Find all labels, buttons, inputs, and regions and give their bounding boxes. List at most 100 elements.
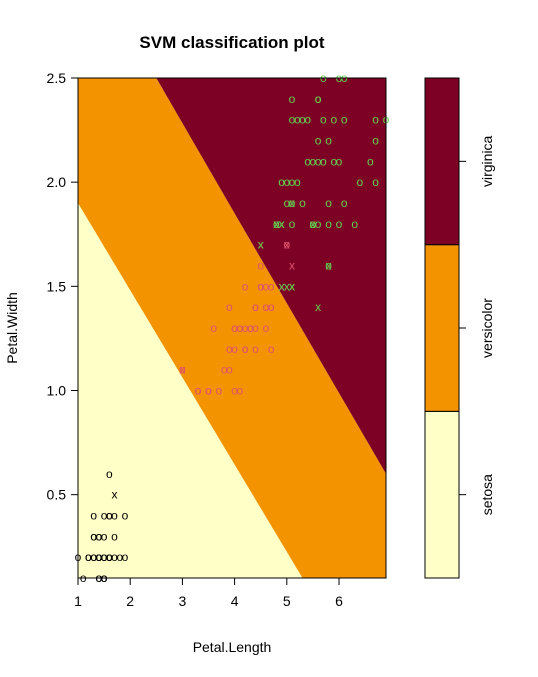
versicolor-point: o — [252, 300, 259, 314]
virginica-point: o — [304, 113, 311, 127]
virginica-support-vector: x — [273, 217, 279, 231]
versicolor-support-vector: x — [273, 217, 279, 231]
virginica-point: o — [273, 217, 280, 231]
versicolor-point: o — [268, 300, 275, 314]
setosa-point: o — [106, 550, 113, 564]
virginica-support-vector: x — [289, 279, 295, 293]
versicolor-point: o — [226, 363, 233, 377]
versicolor-support-vector: x — [284, 238, 290, 252]
virginica-point: o — [336, 217, 343, 231]
virginica-point: o — [278, 175, 285, 189]
virginica-point: o — [283, 196, 290, 210]
virginica-point: o — [320, 154, 327, 168]
setosa-point: o — [101, 550, 108, 564]
setosa-point: o — [90, 509, 97, 523]
setosa-point: o — [90, 529, 97, 543]
versicolor-point: o — [236, 321, 243, 335]
versicolor-point: o — [268, 279, 275, 293]
decision-regions — [78, 78, 386, 578]
virginica-point: o — [372, 113, 379, 127]
color-key-label-virginica: virginica — [479, 135, 495, 187]
versicolor-point: o — [242, 279, 249, 293]
versicolor-point: o — [195, 384, 202, 398]
setosa-point: o — [116, 550, 123, 564]
virginica-point: o — [315, 92, 322, 106]
setosa-point: o — [106, 550, 113, 564]
virginica-point: o — [289, 113, 296, 127]
virginica-point: o — [289, 217, 296, 231]
versicolor-point: o — [226, 342, 233, 356]
y-axis-label: Petal.Width — [4, 292, 20, 364]
versicolor-point: o — [210, 321, 217, 335]
setosa-point: o — [101, 509, 108, 523]
versicolor-point: o — [257, 279, 264, 293]
setosa-point: o — [96, 550, 103, 564]
virginica-support-vector: x — [289, 279, 295, 293]
y-tick-label: 1.5 — [47, 278, 67, 294]
virginica-point: o — [294, 175, 301, 189]
x-tick-label: 3 — [179, 593, 187, 609]
virginica-point: o — [372, 134, 379, 148]
setosa-point: o — [85, 550, 92, 564]
virginica-point: o — [330, 154, 337, 168]
y-tick-label: 2.5 — [47, 70, 67, 86]
setosa-point: o — [122, 550, 129, 564]
versicolor-point: o — [247, 321, 254, 335]
virginica-point: o — [315, 217, 322, 231]
versicolor-point: o — [263, 300, 270, 314]
setosa-point: o — [122, 509, 129, 523]
virginica-point: o — [341, 196, 348, 210]
virginica-point: o — [289, 175, 296, 189]
virginica-point: o — [299, 196, 306, 210]
versicolor-point: o — [205, 384, 212, 398]
setosa-point: o — [85, 550, 92, 564]
chart-title: SVM classification plot — [139, 33, 324, 52]
color-key-label-versicolor: versicolor — [479, 298, 495, 358]
x-tick-label: 4 — [231, 593, 239, 609]
virginica-point: o — [320, 113, 327, 127]
virginica-point: o — [283, 175, 290, 189]
x-tick-label: 1 — [74, 593, 82, 609]
virginica-point: o — [304, 154, 311, 168]
setosa-point: o — [96, 529, 103, 543]
y-tick-label: 0.5 — [47, 487, 67, 503]
virginica-support-vector: x — [289, 196, 295, 210]
setosa-point: o — [111, 550, 118, 564]
setosa-point: o — [106, 509, 113, 523]
x-tick-label: 6 — [335, 593, 343, 609]
versicolor-point: o — [268, 342, 275, 356]
virginica-point: o — [294, 113, 301, 127]
versicolor-point: o — [231, 321, 238, 335]
versicolor-point: o — [263, 300, 270, 314]
color-key-label-setosa: setosa — [479, 474, 495, 515]
versicolor-point: o — [257, 259, 264, 273]
versicolor-point: o — [231, 384, 238, 398]
virginica-point: o — [289, 196, 296, 210]
virginica-point: o — [310, 217, 317, 231]
versicolor-point: o — [257, 279, 264, 293]
setosa-point: o — [106, 550, 113, 564]
setosa-point: o — [101, 550, 108, 564]
setosa-support-vector: x — [112, 488, 118, 502]
x-tick-label: 5 — [283, 593, 291, 609]
color-key-versicolor — [424, 244, 460, 412]
versicolor-point: o — [179, 363, 186, 377]
region-versicolor — [78, 78, 386, 578]
region-virginica — [156, 78, 386, 474]
versicolor-point: o — [252, 300, 259, 314]
virginica-point: o — [310, 217, 317, 231]
versicolor-support-vector: x — [258, 238, 264, 252]
virginica-point: o — [330, 113, 337, 127]
virginica-point: o — [336, 154, 343, 168]
versicolor-point: o — [247, 321, 254, 335]
virginica-point: o — [351, 217, 358, 231]
setosa-point: o — [111, 509, 118, 523]
versicolor-point: o — [226, 300, 233, 314]
virginica-point: o — [315, 134, 322, 148]
x-axis-label: Petal.Length — [193, 639, 272, 655]
versicolor-point: o — [252, 321, 259, 335]
setosa-point: o — [90, 550, 97, 564]
versicolor-support-vector: x — [179, 363, 185, 377]
setosa-point: o — [106, 467, 113, 481]
setosa-point: o — [106, 509, 113, 523]
